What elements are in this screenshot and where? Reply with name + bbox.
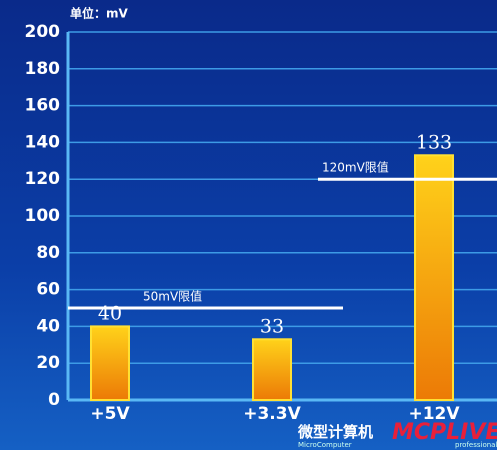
bar <box>414 154 454 401</box>
x-tick-label: +3.3V <box>243 404 301 424</box>
y-tick-label: 200 <box>25 22 61 42</box>
watermark: 微型计算机 <box>297 423 373 441</box>
watermark-logo: MCPLIVE <box>392 420 497 445</box>
x-tick-label: +12V <box>408 404 460 424</box>
reference-label: 50mV限值 <box>143 289 202 304</box>
y-tick-label: 120 <box>25 169 61 189</box>
y-tick-label: 0 <box>48 390 60 410</box>
y-tick-label: 140 <box>25 132 61 152</box>
y-tick-label: 100 <box>25 206 61 226</box>
watermark-sub2: professional <box>455 441 497 449</box>
unit-label: 单位：mV <box>70 6 129 21</box>
value-label: 133 <box>416 131 452 153</box>
bar <box>252 338 292 401</box>
x-tick-label: +5V <box>90 404 130 424</box>
y-tick-label: 20 <box>36 353 60 373</box>
reference-label: 120mV限值 <box>322 160 389 175</box>
y-tick-label: 60 <box>36 280 60 300</box>
y-tick-label: 180 <box>25 59 61 79</box>
bar <box>90 325 130 401</box>
watermark-sub: MicroComputer <box>298 441 352 449</box>
y-tick-label: 40 <box>36 316 60 336</box>
value-label: 40 <box>98 302 122 324</box>
y-tick-label: 160 <box>25 96 61 116</box>
value-label: 33 <box>260 315 284 337</box>
y-tick-label: 80 <box>36 243 60 263</box>
